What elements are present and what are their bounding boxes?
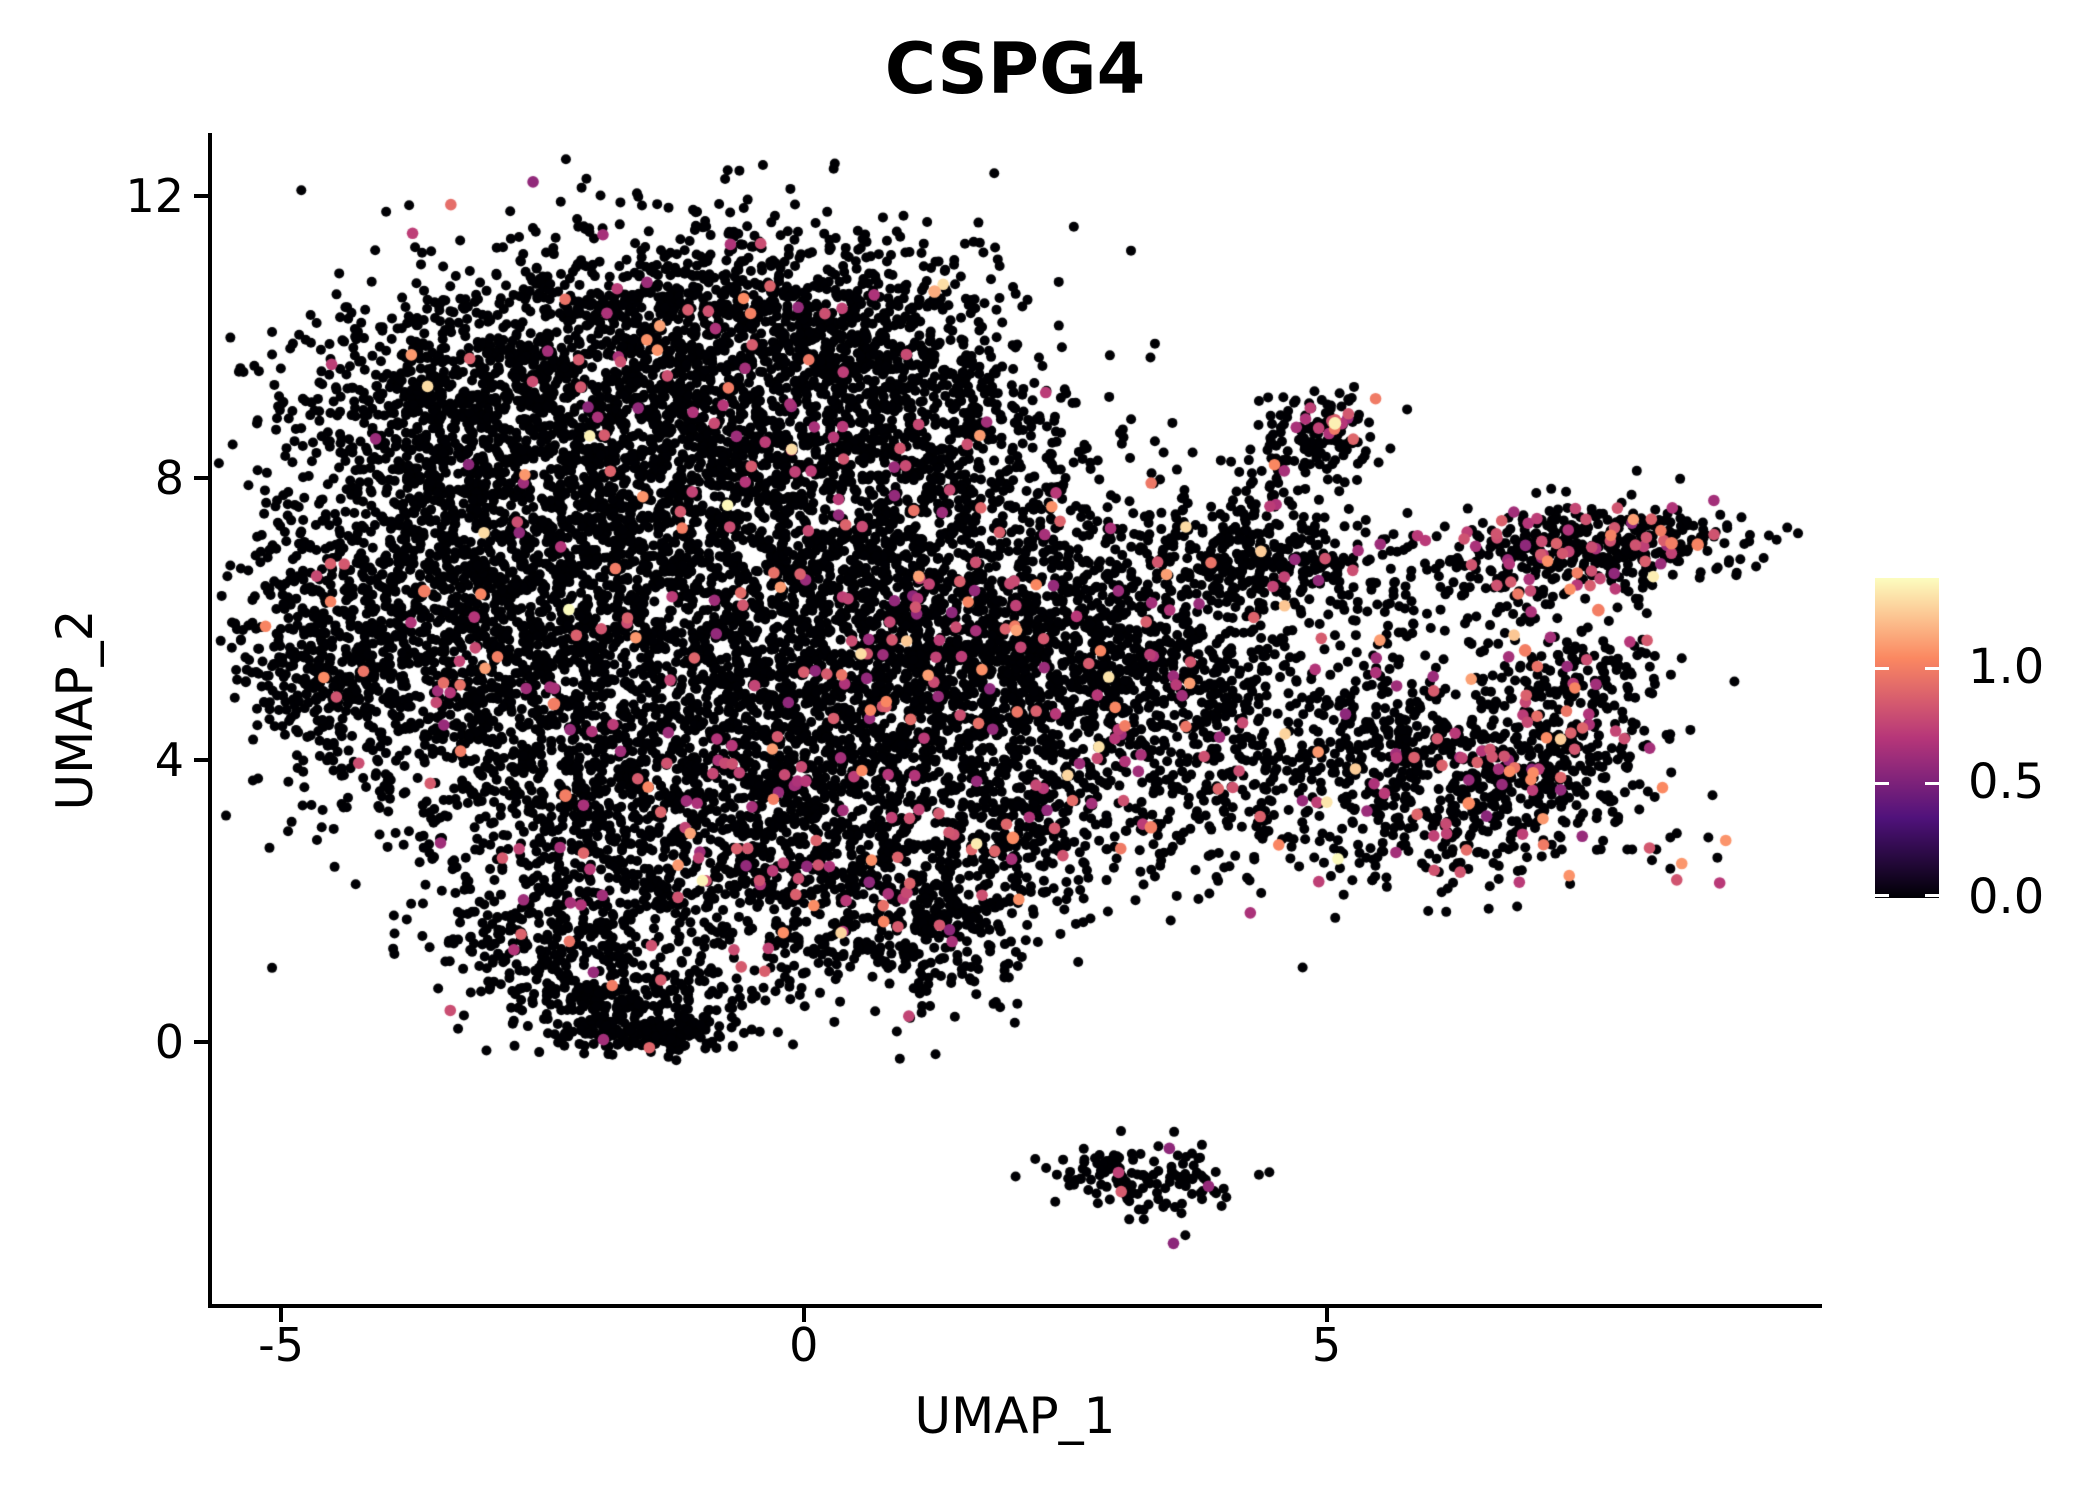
- x-tick-mark: [279, 1308, 284, 1322]
- plot-title: CSPG4: [884, 28, 1146, 110]
- colorbar-tick-label: 0.0: [1968, 869, 2045, 925]
- colorbar-tick-notch: [1875, 666, 1889, 670]
- y-tick-label: 8: [154, 451, 184, 506]
- y-axis-title: UMAP_2: [46, 609, 104, 811]
- y-tick-mark: [194, 476, 208, 481]
- colorbar-tick-notch: [1875, 781, 1889, 785]
- x-axis-title: UMAP_1: [914, 1387, 1116, 1445]
- x-tick-label: 5: [1311, 1318, 1342, 1372]
- x-tick-mark: [801, 1308, 806, 1322]
- y-axis-line: [208, 133, 212, 1308]
- colorbar-tick-label: 1.0: [1968, 638, 2045, 695]
- x-tick-mark: [1324, 1308, 1329, 1322]
- y-tick-label: 4: [154, 733, 184, 788]
- y-tick-mark: [194, 1040, 208, 1045]
- colorbar-tick-notch: [1925, 894, 1939, 897]
- colorbar-tick-notch: [1925, 666, 1939, 670]
- x-axis-line: [208, 1304, 1822, 1308]
- y-tick-mark: [194, 758, 208, 763]
- colorbar-tick-notch: [1925, 781, 1939, 785]
- y-tick-label: 12: [125, 169, 184, 224]
- colorbar-gradient: [1875, 578, 1939, 898]
- colorbar-tick-label: 0.5: [1968, 753, 2045, 810]
- x-tick-label: -5: [258, 1318, 305, 1372]
- colorbar-tick-notch: [1875, 894, 1889, 897]
- x-tick-label: 0: [789, 1318, 819, 1372]
- y-tick-mark: [194, 194, 208, 199]
- y-tick-label: 0: [154, 1015, 184, 1070]
